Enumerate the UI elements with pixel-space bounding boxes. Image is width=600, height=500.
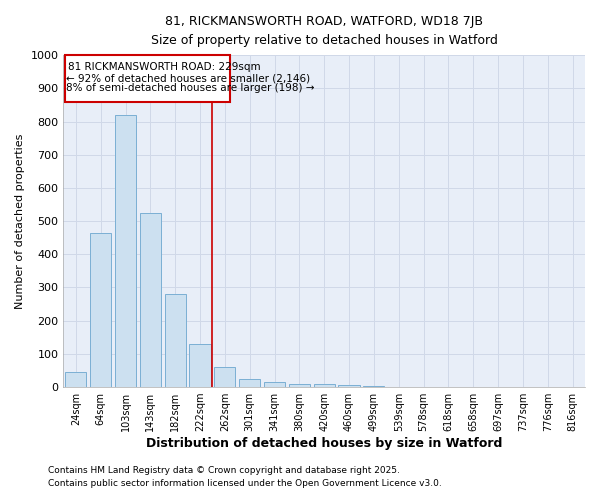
Bar — [289, 384, 310, 387]
Bar — [214, 367, 235, 387]
Text: ← 92% of detached houses are smaller (2,146): ← 92% of detached houses are smaller (2,… — [66, 74, 310, 84]
Bar — [140, 213, 161, 387]
Text: 8% of semi-detached houses are larger (198) →: 8% of semi-detached houses are larger (1… — [66, 84, 314, 94]
Title: 81, RICKMANSWORTH ROAD, WATFORD, WD18 7JB
Size of property relative to detached : 81, RICKMANSWORTH ROAD, WATFORD, WD18 7J… — [151, 15, 497, 47]
Bar — [264, 382, 285, 387]
Bar — [65, 372, 86, 387]
Y-axis label: Number of detached properties: Number of detached properties — [15, 134, 25, 309]
Bar — [90, 232, 111, 387]
Bar — [314, 384, 335, 387]
X-axis label: Distribution of detached houses by size in Watford: Distribution of detached houses by size … — [146, 437, 502, 450]
Bar — [115, 115, 136, 387]
Bar — [239, 379, 260, 387]
Text: 81 RICKMANSWORTH ROAD: 229sqm: 81 RICKMANSWORTH ROAD: 229sqm — [68, 62, 261, 72]
Bar — [190, 344, 211, 387]
Bar — [338, 386, 359, 387]
Bar — [364, 386, 385, 387]
FancyBboxPatch shape — [65, 55, 230, 102]
Text: Contains HM Land Registry data © Crown copyright and database right 2025.
Contai: Contains HM Land Registry data © Crown c… — [48, 466, 442, 487]
Bar — [164, 294, 186, 387]
